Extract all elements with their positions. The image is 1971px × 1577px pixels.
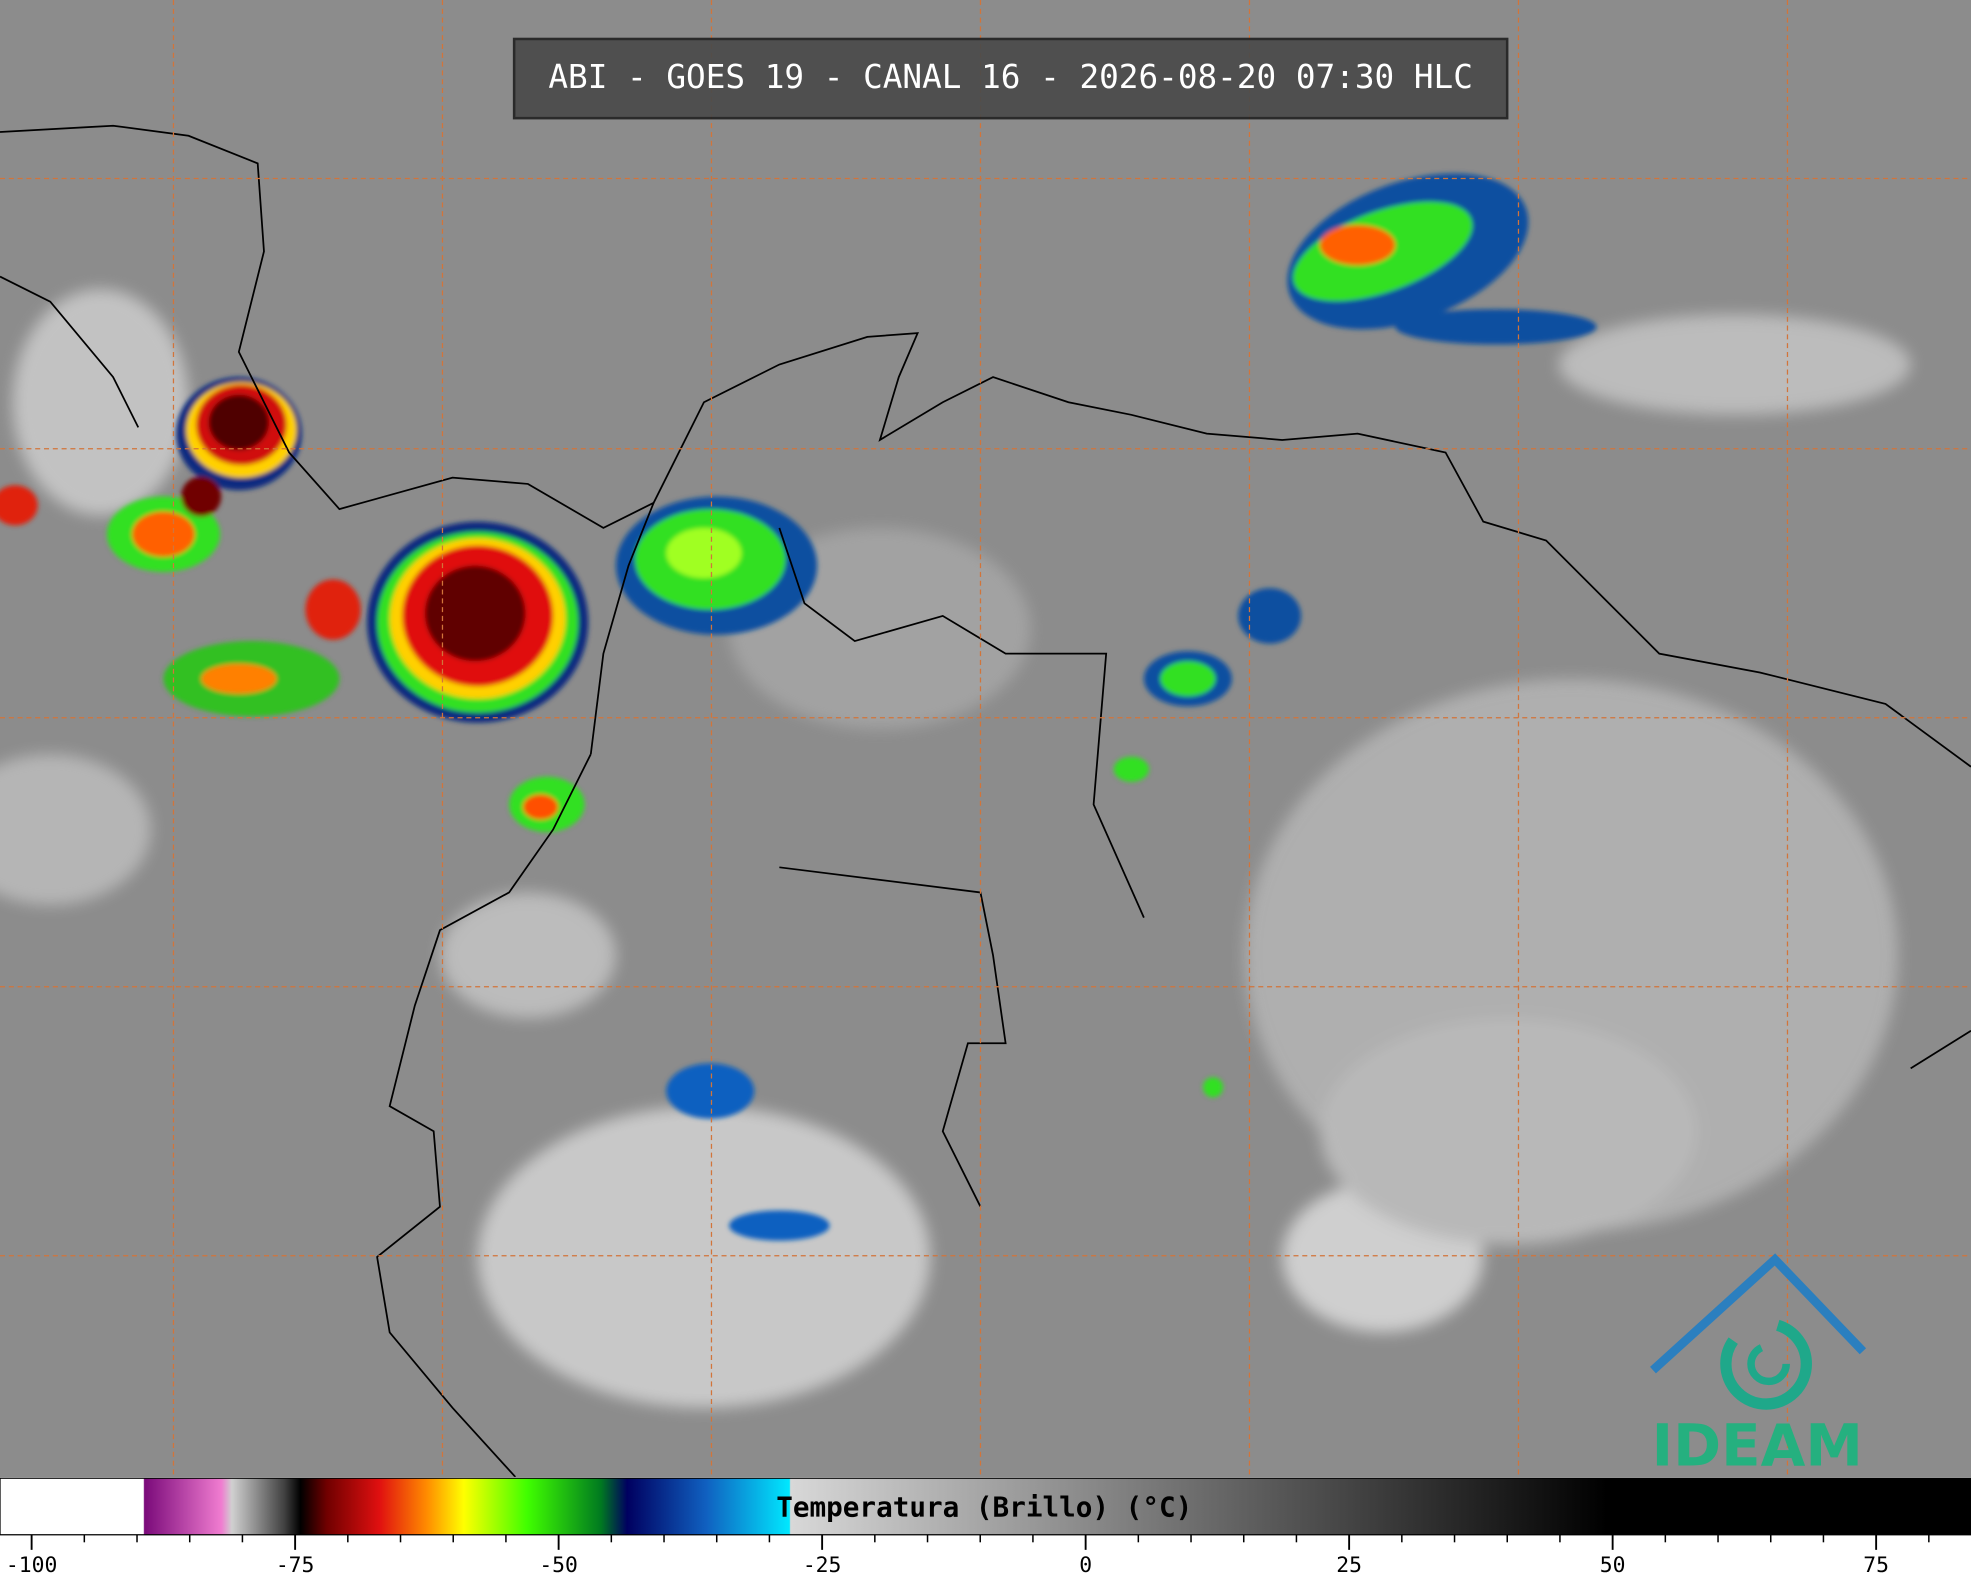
tick-label: -25 (803, 1553, 842, 1577)
tick-label: -100 (6, 1553, 57, 1577)
coastlines (0, 124, 1971, 1478)
logo-text: IDEAM (1652, 1412, 1863, 1480)
logo-swirl-inner (1747, 1342, 1790, 1386)
background (0, 0, 1971, 1477)
logo-roof (1650, 1253, 1867, 1374)
tick-label: -50 (539, 1553, 578, 1577)
colorbar-label: Temperatura (Brillo) (°C) (776, 1490, 1192, 1523)
tick-label: 0 (1079, 1553, 1092, 1577)
logo: IDEAM (1650, 1253, 1867, 1480)
colorbar: Temperatura (Brillo) (°C) -100 -75 -50 -25 0… (0, 1476, 1971, 1577)
colorbar-bar (0, 1477, 1971, 1536)
tick-label: 25 (1336, 1553, 1362, 1577)
tick-label: -75 (276, 1553, 315, 1577)
title: ABI - GOES 19 - CANAL 16 - 2026-08-20 07… (548, 58, 1473, 96)
title-box: ABI - GOES 19 - CANAL 16 - 2026-08-20 07… (512, 37, 1509, 120)
storm-cells (0, 173, 1597, 1241)
tick-label: 50 (1600, 1553, 1626, 1577)
title-background (512, 37, 1509, 120)
tick-label: 75 (1863, 1553, 1889, 1577)
logo-swirl (1720, 1317, 1812, 1410)
lat-lon-grid (0, 0, 1971, 1477)
